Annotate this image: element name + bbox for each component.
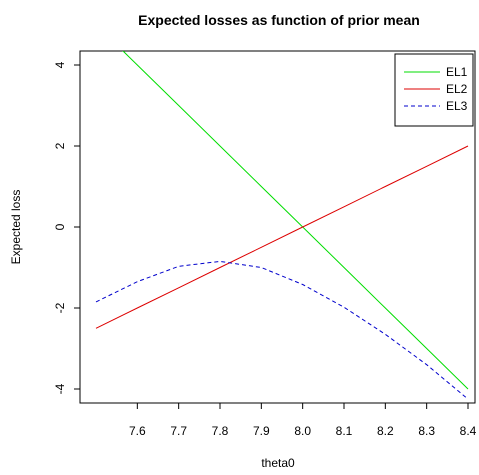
- y-tick-label: 0: [53, 223, 67, 230]
- chart-title: Expected losses as function of prior mea…: [138, 12, 420, 28]
- x-axis-label: theta0: [261, 456, 295, 470]
- y-tick-label: -4: [53, 383, 67, 394]
- x-tick-label: 7.7: [170, 424, 187, 438]
- x-axis: 7.6 7.7 7.8 7.9 8.0 8.1 8.2 8.3 8.4: [129, 403, 477, 438]
- legend-label-el2: EL2: [446, 82, 468, 96]
- x-tick-label: 8.2: [377, 424, 394, 438]
- series-layer: [95, 51, 469, 400]
- legend: EL1 EL2 EL3: [394, 53, 474, 127]
- series-line-el3: [95, 260, 469, 400]
- x-tick-label: 8.4: [460, 424, 477, 438]
- series-line-el1: [122, 51, 469, 390]
- x-tick-label: 8.1: [336, 424, 353, 438]
- legend-label-el3: EL3: [446, 99, 468, 113]
- x-tick-label: 8.0: [294, 424, 311, 438]
- y-axis: -4 -2 0 2 4: [53, 61, 80, 394]
- x-tick-label: 7.8: [212, 424, 229, 438]
- y-tick-label: -2: [53, 302, 67, 313]
- y-tick-label: 2: [53, 142, 67, 149]
- legend-box: [394, 53, 474, 127]
- legend-label-el1: EL1: [446, 65, 468, 79]
- x-tick-label: 7.6: [129, 424, 146, 438]
- x-tick-label: 8.3: [418, 424, 435, 438]
- series-line-el2: [95, 145, 469, 329]
- y-tick-label: 4: [53, 61, 67, 68]
- x-tick-label: 7.9: [253, 424, 270, 438]
- y-axis-label: Expected loss: [9, 190, 23, 265]
